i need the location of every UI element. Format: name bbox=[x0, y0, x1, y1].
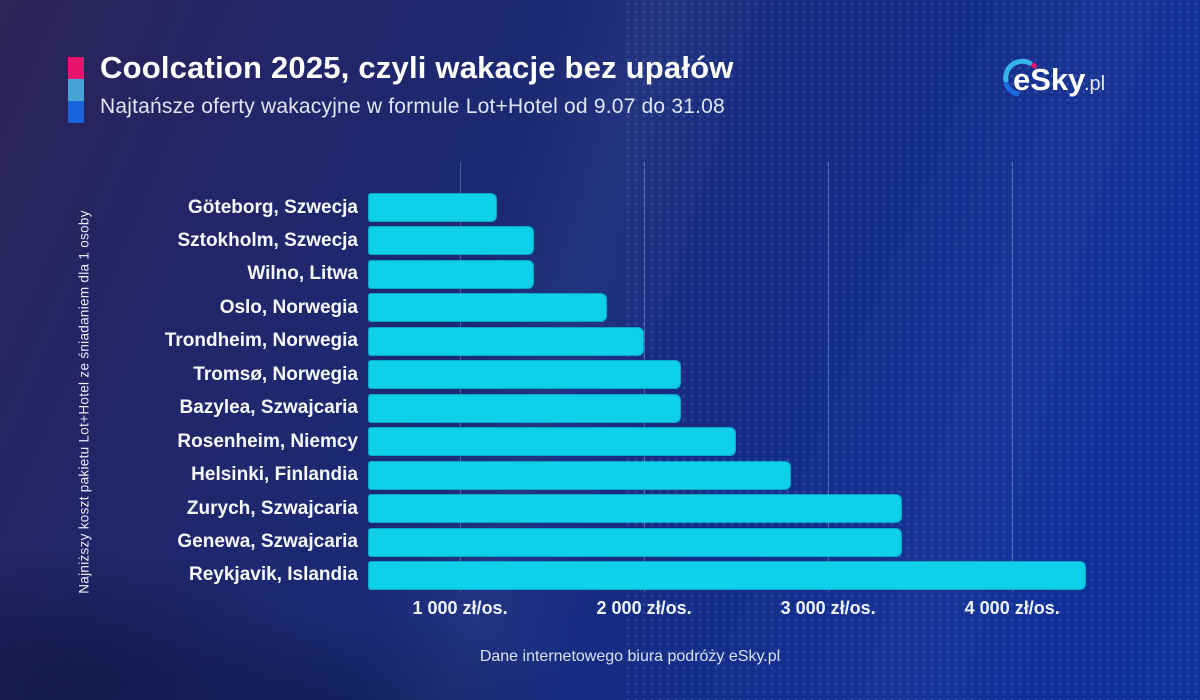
bar bbox=[368, 527, 902, 557]
chart-row: Wilno, Litwa bbox=[130, 259, 1130, 289]
category-label: Reykjavik, Islandia bbox=[189, 564, 358, 586]
accent-block bbox=[68, 79, 84, 101]
bar-track bbox=[368, 427, 1130, 457]
category-label: Bazylea, Szwajcaria bbox=[179, 397, 359, 419]
chart-row: Oslo, Norwegia bbox=[130, 293, 1130, 323]
bar bbox=[368, 326, 645, 356]
category-label: Sztokholm, Szwecja bbox=[177, 229, 358, 251]
accent-block bbox=[68, 57, 84, 79]
bar-track bbox=[368, 560, 1130, 590]
logo-text: eSky bbox=[1013, 62, 1086, 97]
bar-track bbox=[368, 259, 1130, 289]
chart-row: Göteborg, Szwecja bbox=[130, 193, 1130, 222]
x-axis: 1 000 zł/os. 2 000 zł/os. 3 000 zł/os. 4 00… bbox=[368, 598, 1130, 624]
bar-track bbox=[368, 326, 1130, 356]
bar-track bbox=[368, 527, 1130, 557]
chart-row: Zurych, Szwajcaria bbox=[130, 494, 1130, 524]
chart-row: Trondheim, Norwegia bbox=[130, 326, 1130, 356]
x-tick-label: 3 000 zł/os. bbox=[780, 598, 876, 618]
category-label: Genewa, Szwajcaria bbox=[177, 531, 358, 553]
bar-track bbox=[368, 293, 1130, 323]
y-axis-label: Najniższy koszt pakietu Lot+Hotel ze śni… bbox=[76, 210, 92, 594]
chart-row: Reykjavik, Islandia bbox=[130, 560, 1130, 590]
chart-row: Rosenheim, Niemcy bbox=[130, 427, 1130, 457]
category-label: Wilno, Litwa bbox=[247, 263, 358, 285]
accent-block bbox=[68, 101, 84, 123]
bar bbox=[368, 193, 497, 222]
source-note: Dane internetowego biura podróży eSky.pl bbox=[479, 648, 781, 665]
bar bbox=[368, 460, 792, 490]
chart-row: Bazylea, Szwajcaria bbox=[130, 393, 1130, 423]
x-tick-label: 4 000 zł/os. bbox=[964, 598, 1060, 618]
category-label: Oslo, Norwegia bbox=[219, 296, 358, 318]
x-tick-label: 1 000 zł/os. bbox=[412, 598, 508, 618]
logo-suffix: .pl bbox=[1084, 73, 1105, 95]
chart-row: Genewa, Szwajcaria bbox=[130, 527, 1130, 557]
title-accent-bars bbox=[68, 57, 84, 123]
bar bbox=[368, 560, 1086, 590]
category-label: Tromsø, Norwegia bbox=[193, 363, 358, 385]
category-label: Trondheim, Norwegia bbox=[164, 330, 358, 352]
chart-row: Tromsø, Norwegia bbox=[130, 360, 1130, 390]
bar-track bbox=[368, 393, 1130, 423]
category-label: Göteborg, Szwecja bbox=[188, 196, 358, 218]
chart-row: Helsinki, Finlandia bbox=[130, 460, 1130, 490]
bar-track bbox=[368, 193, 1130, 222]
bar bbox=[368, 494, 902, 524]
category-label: Zurych, Szwajcaria bbox=[186, 497, 358, 519]
bar bbox=[368, 427, 737, 457]
bar bbox=[368, 360, 681, 390]
chart-row: Sztokholm, Szwecja bbox=[130, 226, 1130, 256]
esky-logo: eSky .pl bbox=[1000, 52, 1136, 109]
bar-track bbox=[368, 360, 1130, 390]
category-label: Rosenheim, Niemcy bbox=[177, 430, 358, 452]
bar bbox=[368, 259, 534, 289]
gridline bbox=[1012, 162, 1014, 592]
esky-logo-icon: eSky .pl bbox=[1003, 58, 1105, 97]
page-title: Coolcation 2025, czyli wakacje bez upałó… bbox=[100, 50, 734, 85]
bar bbox=[368, 226, 534, 256]
bar-track bbox=[368, 460, 1130, 490]
bar bbox=[368, 293, 608, 323]
category-label: Helsinki, Finlandia bbox=[191, 464, 358, 486]
gridline bbox=[828, 162, 830, 592]
bar-track bbox=[368, 226, 1130, 256]
chart-rows: Göteborg, Szwecja Sztokholm, Szwecja Wilno… bbox=[130, 193, 1130, 590]
bar-track bbox=[368, 494, 1130, 524]
page-subtitle: Najtańsze oferty wakacyjne w formule Lot… bbox=[100, 95, 725, 118]
bar bbox=[368, 393, 681, 423]
x-tick-label: 2 000 zł/os. bbox=[596, 598, 692, 618]
